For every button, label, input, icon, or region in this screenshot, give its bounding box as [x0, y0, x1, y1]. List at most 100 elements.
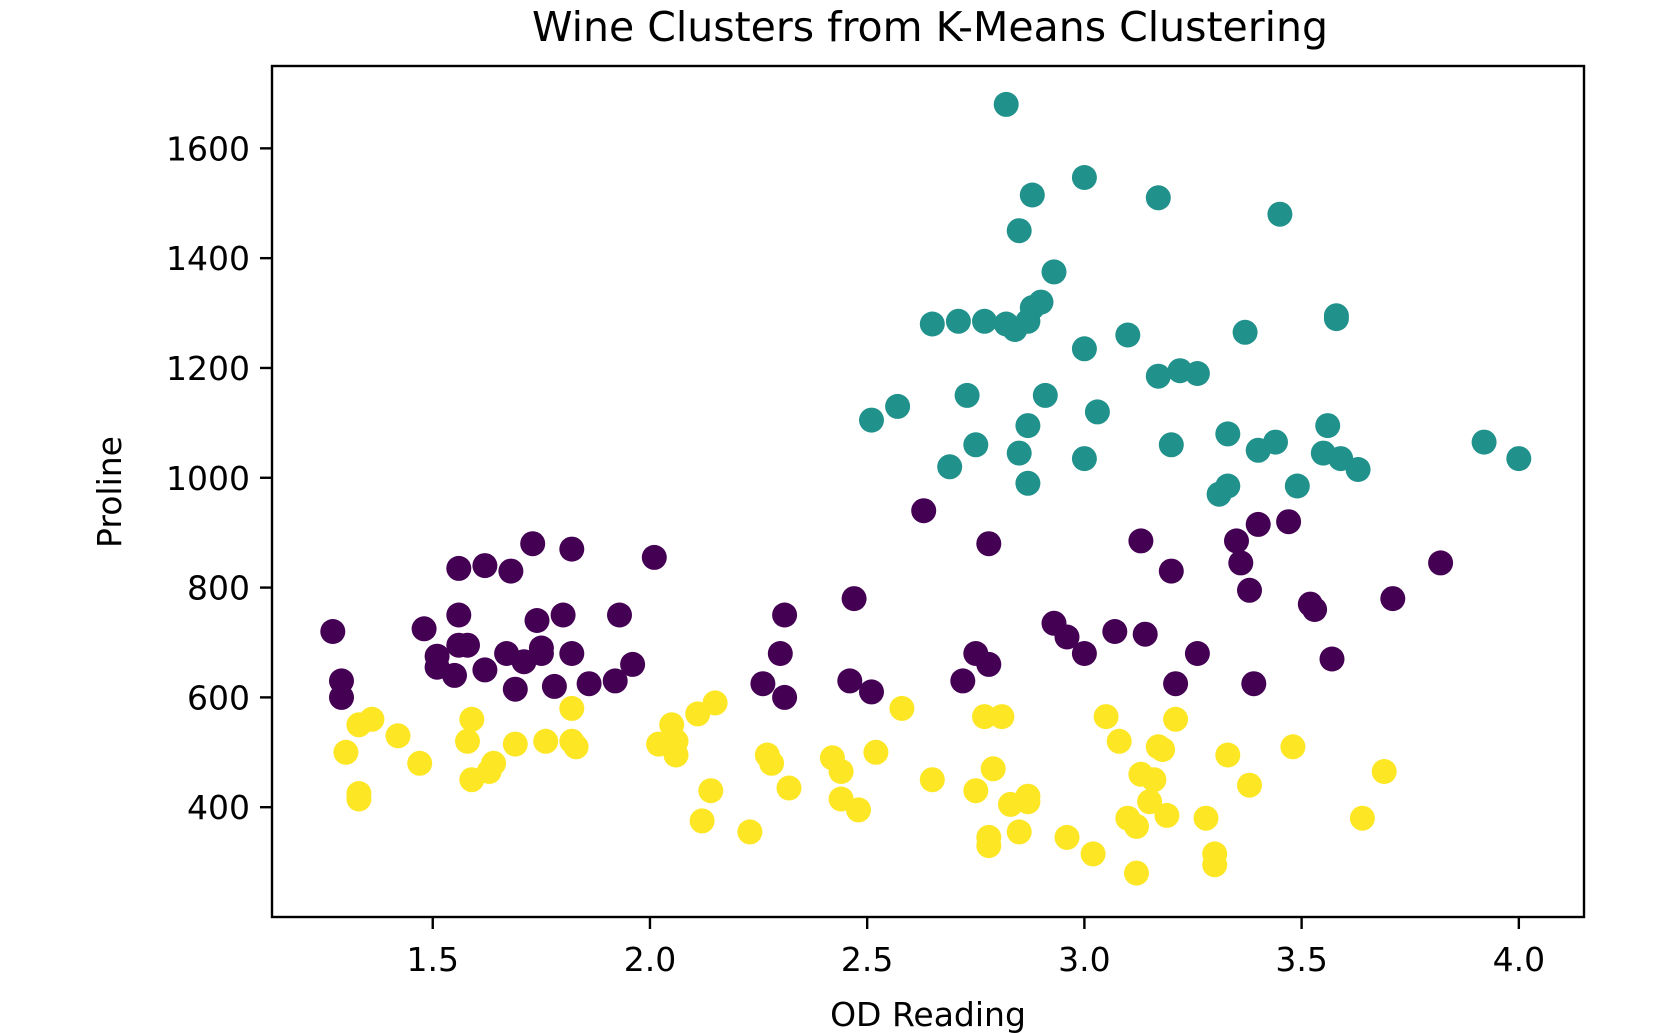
data-point-cluster-1-46	[1506, 446, 1532, 472]
data-point-cluster-0-15	[502, 676, 528, 702]
data-point-cluster-1-36	[1263, 429, 1288, 455]
data-point-cluster-0-59	[1319, 646, 1345, 672]
data-point-cluster-2-49	[1093, 704, 1119, 730]
data-point-cluster-0-31	[767, 641, 793, 666]
data-point-cluster-1-24	[1084, 399, 1110, 425]
data-point-cluster-2-28	[759, 750, 785, 776]
data-point-cluster-2-13	[533, 728, 559, 754]
data-point-cluster-1-34	[1232, 319, 1258, 345]
data-point-cluster-2-8	[459, 706, 485, 732]
data-point-cluster-2-24	[698, 778, 724, 804]
data-point-cluster-2-59	[1154, 802, 1180, 828]
data-point-cluster-1-2	[919, 311, 945, 337]
data-point-cluster-1-27	[1145, 363, 1171, 389]
data-point-cluster-0-35	[841, 586, 867, 612]
data-point-cluster-2-6	[407, 750, 433, 776]
data-point-cluster-0-21	[541, 673, 567, 699]
data-point-cluster-0-27	[607, 602, 632, 628]
data-point-cluster-1-21	[1071, 165, 1097, 190]
data-point-cluster-2-42	[989, 704, 1015, 730]
data-point-cluster-1-3	[937, 454, 963, 480]
data-point-cluster-0-20	[528, 641, 554, 666]
data-point-cluster-2-58	[1150, 737, 1176, 762]
data-point-cluster-0-58	[1302, 597, 1328, 622]
data-point-cluster-2-61	[1193, 805, 1219, 831]
data-point-cluster-1-6	[963, 432, 989, 458]
data-point-cluster-1-25	[1115, 322, 1141, 348]
data-point-cluster-0-3	[411, 616, 437, 642]
y-tick-label: 400	[187, 788, 250, 827]
data-point-cluster-2-65	[1237, 772, 1262, 798]
data-point-cluster-0-26	[602, 668, 628, 694]
data-point-cluster-1-20	[1041, 259, 1067, 285]
data-point-cluster-2-36	[919, 767, 945, 793]
data-point-cluster-2-35	[889, 695, 915, 721]
data-point-cluster-0-33	[772, 684, 798, 710]
data-point-cluster-0-23	[559, 536, 585, 562]
data-point-cluster-1-28	[1158, 432, 1184, 458]
data-point-cluster-0-43	[1054, 624, 1080, 650]
data-point-cluster-2-48	[1080, 841, 1106, 867]
data-point-cluster-1-26	[1145, 185, 1171, 211]
data-point-cluster-0-52	[1228, 550, 1254, 576]
data-point-cluster-2-46	[1015, 789, 1041, 815]
data-point-cluster-2-38	[972, 704, 997, 730]
data-point-cluster-2-16	[563, 734, 589, 760]
data-point-cluster-0-7	[446, 555, 472, 581]
data-point-cluster-0-34	[837, 668, 863, 694]
data-point-cluster-2-53	[1124, 813, 1149, 839]
data-point-cluster-2-68	[1371, 759, 1397, 784]
data-point-cluster-2-60	[1163, 706, 1189, 732]
data-point-cluster-0-55	[1245, 511, 1271, 537]
data-point-cluster-0-45	[1102, 619, 1128, 644]
data-point-cluster-2-4	[359, 706, 385, 732]
data-point-cluster-0-24	[559, 641, 585, 666]
data-point-cluster-0-56	[1276, 509, 1302, 535]
data-point-cluster-0-10	[455, 632, 480, 658]
data-point-cluster-2-66	[1280, 734, 1306, 760]
data-point-cluster-2-47	[1054, 824, 1080, 850]
data-point-cluster-1-19	[1032, 382, 1058, 408]
data-point-cluster-2-5	[385, 723, 411, 749]
data-point-cluster-1-33	[1215, 421, 1241, 447]
data-point-cluster-0-50	[1184, 641, 1210, 666]
data-point-cluster-1-38	[1284, 473, 1310, 499]
data-point-cluster-0-60	[1380, 586, 1406, 612]
data-point-cluster-0-22	[550, 602, 576, 628]
data-point-cluster-0-28	[620, 651, 646, 677]
x-tick-label: 4.0	[1493, 940, 1545, 979]
data-point-cluster-2-11	[481, 750, 507, 776]
data-point-cluster-1-45	[1471, 429, 1497, 455]
data-point-cluster-2-52	[1124, 860, 1149, 886]
data-point-cluster-2-0	[333, 739, 359, 765]
data-point-cluster-2-14	[559, 695, 585, 721]
data-point-cluster-0-44	[1071, 641, 1097, 666]
data-point-cluster-0-6	[442, 662, 467, 688]
data-point-cluster-1-18	[1028, 289, 1054, 315]
data-point-cluster-1-7	[972, 308, 997, 334]
data-point-cluster-0-18	[524, 608, 550, 633]
data-point-cluster-0-36	[859, 679, 884, 705]
data-point-cluster-0-32	[772, 602, 798, 628]
y-tick-label: 1000	[166, 459, 250, 498]
x-tick-label: 1.5	[406, 940, 458, 979]
data-point-cluster-1-4	[945, 308, 971, 334]
data-point-cluster-2-50	[1106, 728, 1132, 754]
data-point-cluster-0-12	[472, 657, 498, 683]
data-point-cluster-1-8	[993, 91, 1019, 117]
x-tick-label: 2.0	[624, 940, 676, 979]
data-point-cluster-2-31	[828, 759, 854, 784]
x-axis-label: OD Reading	[830, 995, 1026, 1033]
data-point-cluster-2-41	[980, 756, 1006, 782]
data-point-cluster-0-38	[950, 668, 976, 694]
data-point-cluster-0-14	[498, 558, 524, 584]
y-axis-label: Proline	[90, 436, 129, 548]
data-point-cluster-0-30	[750, 671, 776, 697]
x-axis: 1.5 2.0 2.5 3.0 3.5 4.0	[406, 917, 1545, 979]
data-point-cluster-1-42	[1323, 303, 1349, 329]
data-point-cluster-0-17	[520, 531, 546, 557]
data-point-cluster-0-51	[1224, 528, 1249, 554]
chart-title: Wine Clusters from K-Means Clustering	[532, 3, 1328, 51]
y-tick-label: 1200	[166, 349, 250, 388]
y-axis: 400 600 800 1000 1200 1400 1600	[166, 129, 272, 827]
